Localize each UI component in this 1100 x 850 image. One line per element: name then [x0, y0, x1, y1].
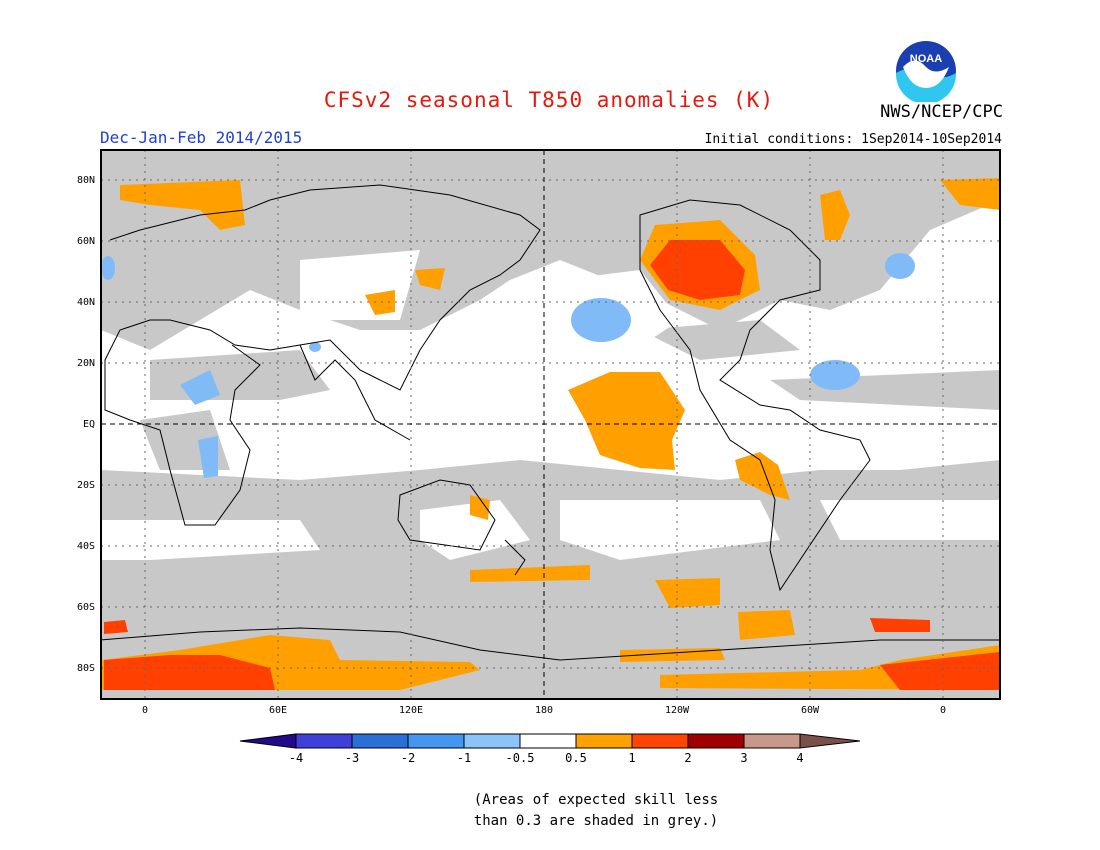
colorbar-label: 0.5 [565, 751, 587, 765]
lat-label: 20S [77, 480, 95, 491]
skill-note-line-2: than 0.3 are shaded in grey.) [473, 813, 719, 829]
lon-label: 180 [535, 705, 553, 716]
agency-label: NWS/NCEP/CPC [880, 102, 1003, 122]
lon-label: 120E [399, 705, 423, 716]
colorbar-swatch [631, 733, 689, 749]
warm-anomaly-regions [101, 178, 1000, 690]
lat-label: 40S [77, 541, 95, 552]
lat-label: 60S [77, 602, 95, 613]
colorbar-label: 3 [740, 751, 747, 765]
lat-label: 80S [77, 663, 95, 674]
colorbar-swatch [463, 733, 521, 749]
lat-label: EQ [83, 419, 95, 430]
colorbar-swatch [575, 733, 633, 749]
lat-label: 80N [77, 175, 95, 186]
colorbar-swatch [295, 733, 353, 749]
lon-label: 120W [665, 705, 690, 716]
noaa-logo-text: NOAA [910, 53, 942, 65]
colorbar-end-right [799, 733, 861, 749]
colorbar-label: -3 [345, 751, 359, 765]
map-frame [100, 149, 1001, 700]
colorbar-label: 4 [796, 751, 803, 765]
colorbar-label: -2 [401, 751, 415, 765]
lon-label: 60E [269, 705, 287, 716]
map-title: CFSv2 seasonal T850 anomalies (K) [323, 88, 775, 112]
colorbar-label: -4 [289, 751, 303, 765]
colorbar-swatch [743, 733, 801, 749]
lon-label: 60W [801, 705, 820, 716]
lon-label: 0 [142, 705, 148, 716]
colorbar-swatch [519, 733, 577, 749]
noaa-logo: NOAA [896, 41, 956, 102]
colorbar: -4 -3 -2 -1 -0.5 0.5 1 2 3 4 [239, 733, 861, 765]
colorbar-label: 1 [628, 751, 635, 765]
colorbar-swatch [687, 733, 745, 749]
initial-conditions-label: Initial conditions: 1Sep2014-10Sep2014 [704, 132, 1002, 147]
lat-label: 40N [77, 297, 95, 308]
period-label: Dec-Jan-Feb 2014/2015 [100, 128, 303, 147]
colorbar-label: -1 [457, 751, 471, 765]
lat-label: 20N [77, 358, 95, 369]
lon-label: 0 [940, 705, 946, 716]
colorbar-swatch [351, 733, 409, 749]
equator-dateline [101, 150, 1000, 699]
lat-label: 60N [77, 236, 95, 247]
colorbar-end-left [239, 733, 297, 749]
colorbar-label: -0.5 [506, 751, 535, 765]
skill-note: (Areas of expected skill less than 0.3 a… [0, 790, 1100, 832]
cool-anomaly-regions [101, 253, 915, 478]
colorbar-label: 2 [684, 751, 691, 765]
colorbar-swatch [407, 733, 465, 749]
skill-note-line-1: (Areas of expected skill less [473, 792, 719, 808]
